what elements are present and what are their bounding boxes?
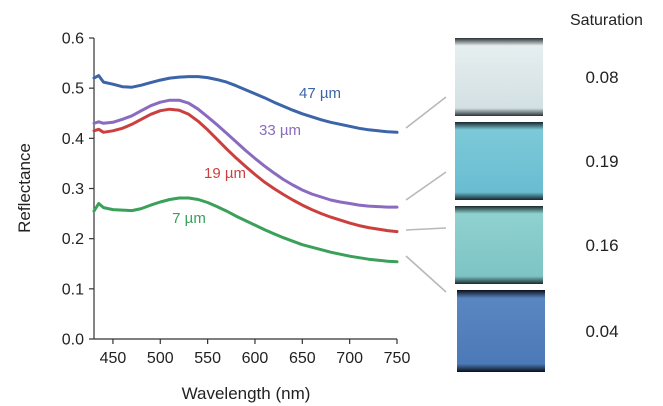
sample-swatch (455, 206, 543, 284)
swatch-connector-line (405, 96, 447, 129)
x-tick-label: 750 (384, 350, 411, 367)
y-tick-label: 0.1 (62, 281, 84, 298)
series-label: 7 µm (172, 210, 206, 227)
y-axis-title: Reflectance (15, 143, 34, 233)
y-axis-ticks: 0.0 0.1 0.2 0.3 0.4 0.5 0.6 (62, 31, 94, 349)
x-tick-label: 700 (336, 350, 363, 367)
saturation-values: 0.08 0.19 0.16 0.04 (585, 68, 618, 341)
swatch-connector-line (405, 227, 447, 231)
series-line (92, 107, 399, 234)
x-axis-ticks: 450 500 550 600 650 700 750 (100, 339, 411, 367)
sample-swatch (455, 38, 543, 116)
series-layer (92, 74, 399, 264)
series-label: 47 µm (299, 85, 341, 102)
x-tick-label: 600 (242, 350, 269, 367)
x-tick-label: 450 (100, 350, 127, 367)
sample-swatch (455, 122, 543, 200)
series-label: 19 µm (204, 165, 246, 182)
series-labels: 47 µm 33 µm 19 µm 7 µm (172, 85, 341, 227)
saturation-value: 0.08 (585, 68, 618, 87)
series-line (92, 98, 399, 209)
series-line (92, 196, 399, 264)
plot-axes (93, 38, 397, 340)
swatch-connector-line (405, 171, 447, 201)
x-tick-label: 650 (289, 350, 316, 367)
y-tick-label: 0.4 (62, 131, 84, 148)
y-tick-label: 0.0 (62, 332, 84, 349)
y-tick-label: 0.3 (62, 181, 84, 198)
y-tick-label: 0.5 (62, 81, 84, 98)
saturation-value: 0.04 (585, 322, 618, 341)
series-line (92, 74, 399, 134)
saturation-value: 0.19 (585, 152, 618, 171)
swatch-connector-line (405, 255, 447, 293)
x-tick-label: 550 (194, 350, 221, 367)
sample-swatch (457, 290, 545, 372)
y-tick-label: 0.6 (62, 31, 84, 48)
y-tick-label: 0.2 (62, 231, 84, 248)
swatch-column (455, 38, 545, 372)
saturation-value: 0.16 (585, 236, 618, 255)
swatch-connectors (405, 96, 447, 293)
x-axis-title: Wavelength (nm) (182, 384, 311, 403)
saturation-header: Saturation (570, 12, 643, 29)
x-tick-label: 500 (147, 350, 174, 367)
series-label: 33 µm (259, 122, 301, 139)
